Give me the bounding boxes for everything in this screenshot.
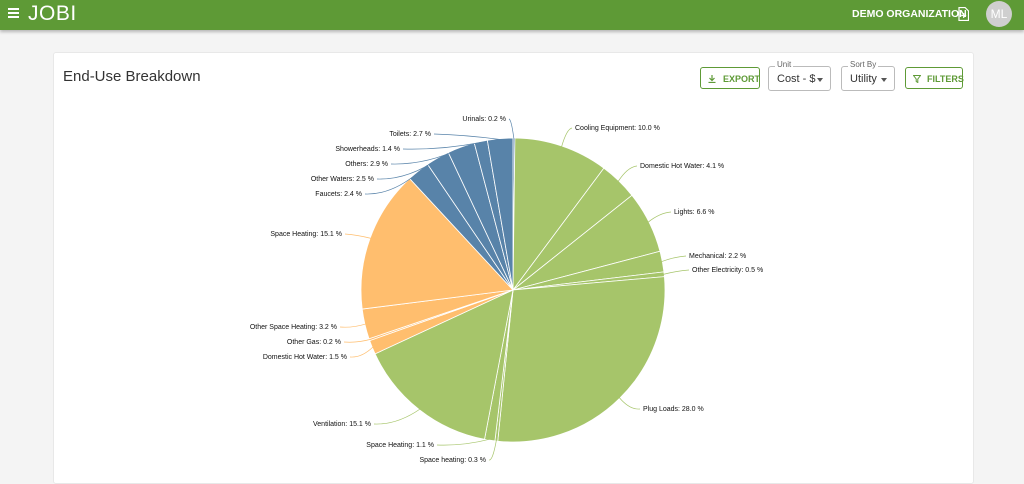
slice-label: Space Heating: 15.1 % <box>270 231 342 238</box>
pie-slice[interactable] <box>497 276 666 443</box>
label-leader-line <box>618 397 641 410</box>
unit-select-label: Unit <box>775 60 794 69</box>
slice-label: Other Electricity: 0.5 % <box>692 267 763 274</box>
organization-name[interactable]: DEMO ORGANIZATION <box>852 8 967 20</box>
slice-label: Domestic Hot Water: 1.5 % <box>263 354 347 361</box>
label-leader-line <box>402 142 482 150</box>
label-leader-line <box>663 269 690 275</box>
label-leader-line <box>488 440 497 461</box>
chevron-down-icon <box>817 78 823 82</box>
sort-by-select-label: Sort By <box>848 60 879 69</box>
slice-label: Other Space Heating: 3.2 % <box>250 324 337 331</box>
slice-label: Cooling Equipment: 10.0 % <box>575 125 660 132</box>
end-use-pie-chart: Urinals: 0.2 % Cooling Equipment: 10.0 % D… <box>250 116 763 464</box>
slice-label: Space Heating: 1.1 % <box>366 442 434 449</box>
label-leader-line <box>436 438 490 446</box>
label-leader-line <box>647 211 672 223</box>
label-leader-line <box>349 346 374 358</box>
label-leader-line <box>433 133 501 140</box>
pie-slice[interactable] <box>486 137 514 291</box>
slice-label: Other Waters: 2.5 % <box>311 176 374 183</box>
export-button[interactable]: EXPORT <box>700 67 760 89</box>
slice-label: Lights: 6.6 % <box>674 209 714 216</box>
sort-by-select-value: Utility <box>850 73 877 85</box>
unit-select-value: Cost - $ <box>777 73 816 85</box>
export-label: EXPORT <box>723 74 761 84</box>
label-leader-line <box>508 118 515 140</box>
slice-label: Plug Loads: 28.0 % <box>643 406 704 413</box>
label-leader-line <box>339 323 366 328</box>
avatar[interactable]: ML <box>986 1 1012 27</box>
label-leader-line <box>617 165 638 182</box>
chevron-down-icon <box>881 78 887 82</box>
slice-label: Toilets: 2.7 % <box>389 131 431 138</box>
label-leader-line <box>661 255 687 263</box>
label-leader-line <box>343 339 371 343</box>
label-leader-line <box>364 171 420 195</box>
filters-button[interactable]: FILTERS <box>905 67 964 89</box>
label-leader-line <box>561 127 573 148</box>
sort-by-select[interactable]: Sort By Utility <box>841 60 895 91</box>
label-leader-line <box>344 233 372 239</box>
slice-label: Domestic Hot Water: 4.1 % <box>640 163 724 170</box>
download-icon <box>708 75 716 83</box>
slice-label: Showerheads: 1.4 % <box>335 146 400 153</box>
slice-label: Urinals: 0.2 % <box>462 116 506 123</box>
page-title: End-Use Breakdown <box>63 68 201 85</box>
slice-label: Space heating: 0.3 % <box>419 457 486 464</box>
slice-label: Ventilation: 15.1 % <box>313 421 371 428</box>
filters-label: FILTERS <box>927 74 964 84</box>
slice-label: Mechanical: 2.2 % <box>689 253 746 260</box>
unit-select[interactable]: Unit Cost - $ <box>768 60 831 91</box>
app-bar: JOBI DEMO ORGANIZATION ML <box>0 0 1024 30</box>
label-leader-line <box>376 158 439 180</box>
label-leader-line <box>373 408 421 425</box>
slice-label: Faucets: 2.4 % <box>315 191 362 198</box>
menu-icon[interactable] <box>8 8 19 18</box>
filter-icon <box>913 75 921 83</box>
add-document-icon[interactable] <box>958 7 969 21</box>
app-title: JOBI <box>28 2 77 25</box>
slice-label: Other Gas: 0.2 % <box>287 339 341 346</box>
label-leader-line <box>390 147 462 165</box>
slice-label: Others: 2.9 % <box>345 161 388 168</box>
